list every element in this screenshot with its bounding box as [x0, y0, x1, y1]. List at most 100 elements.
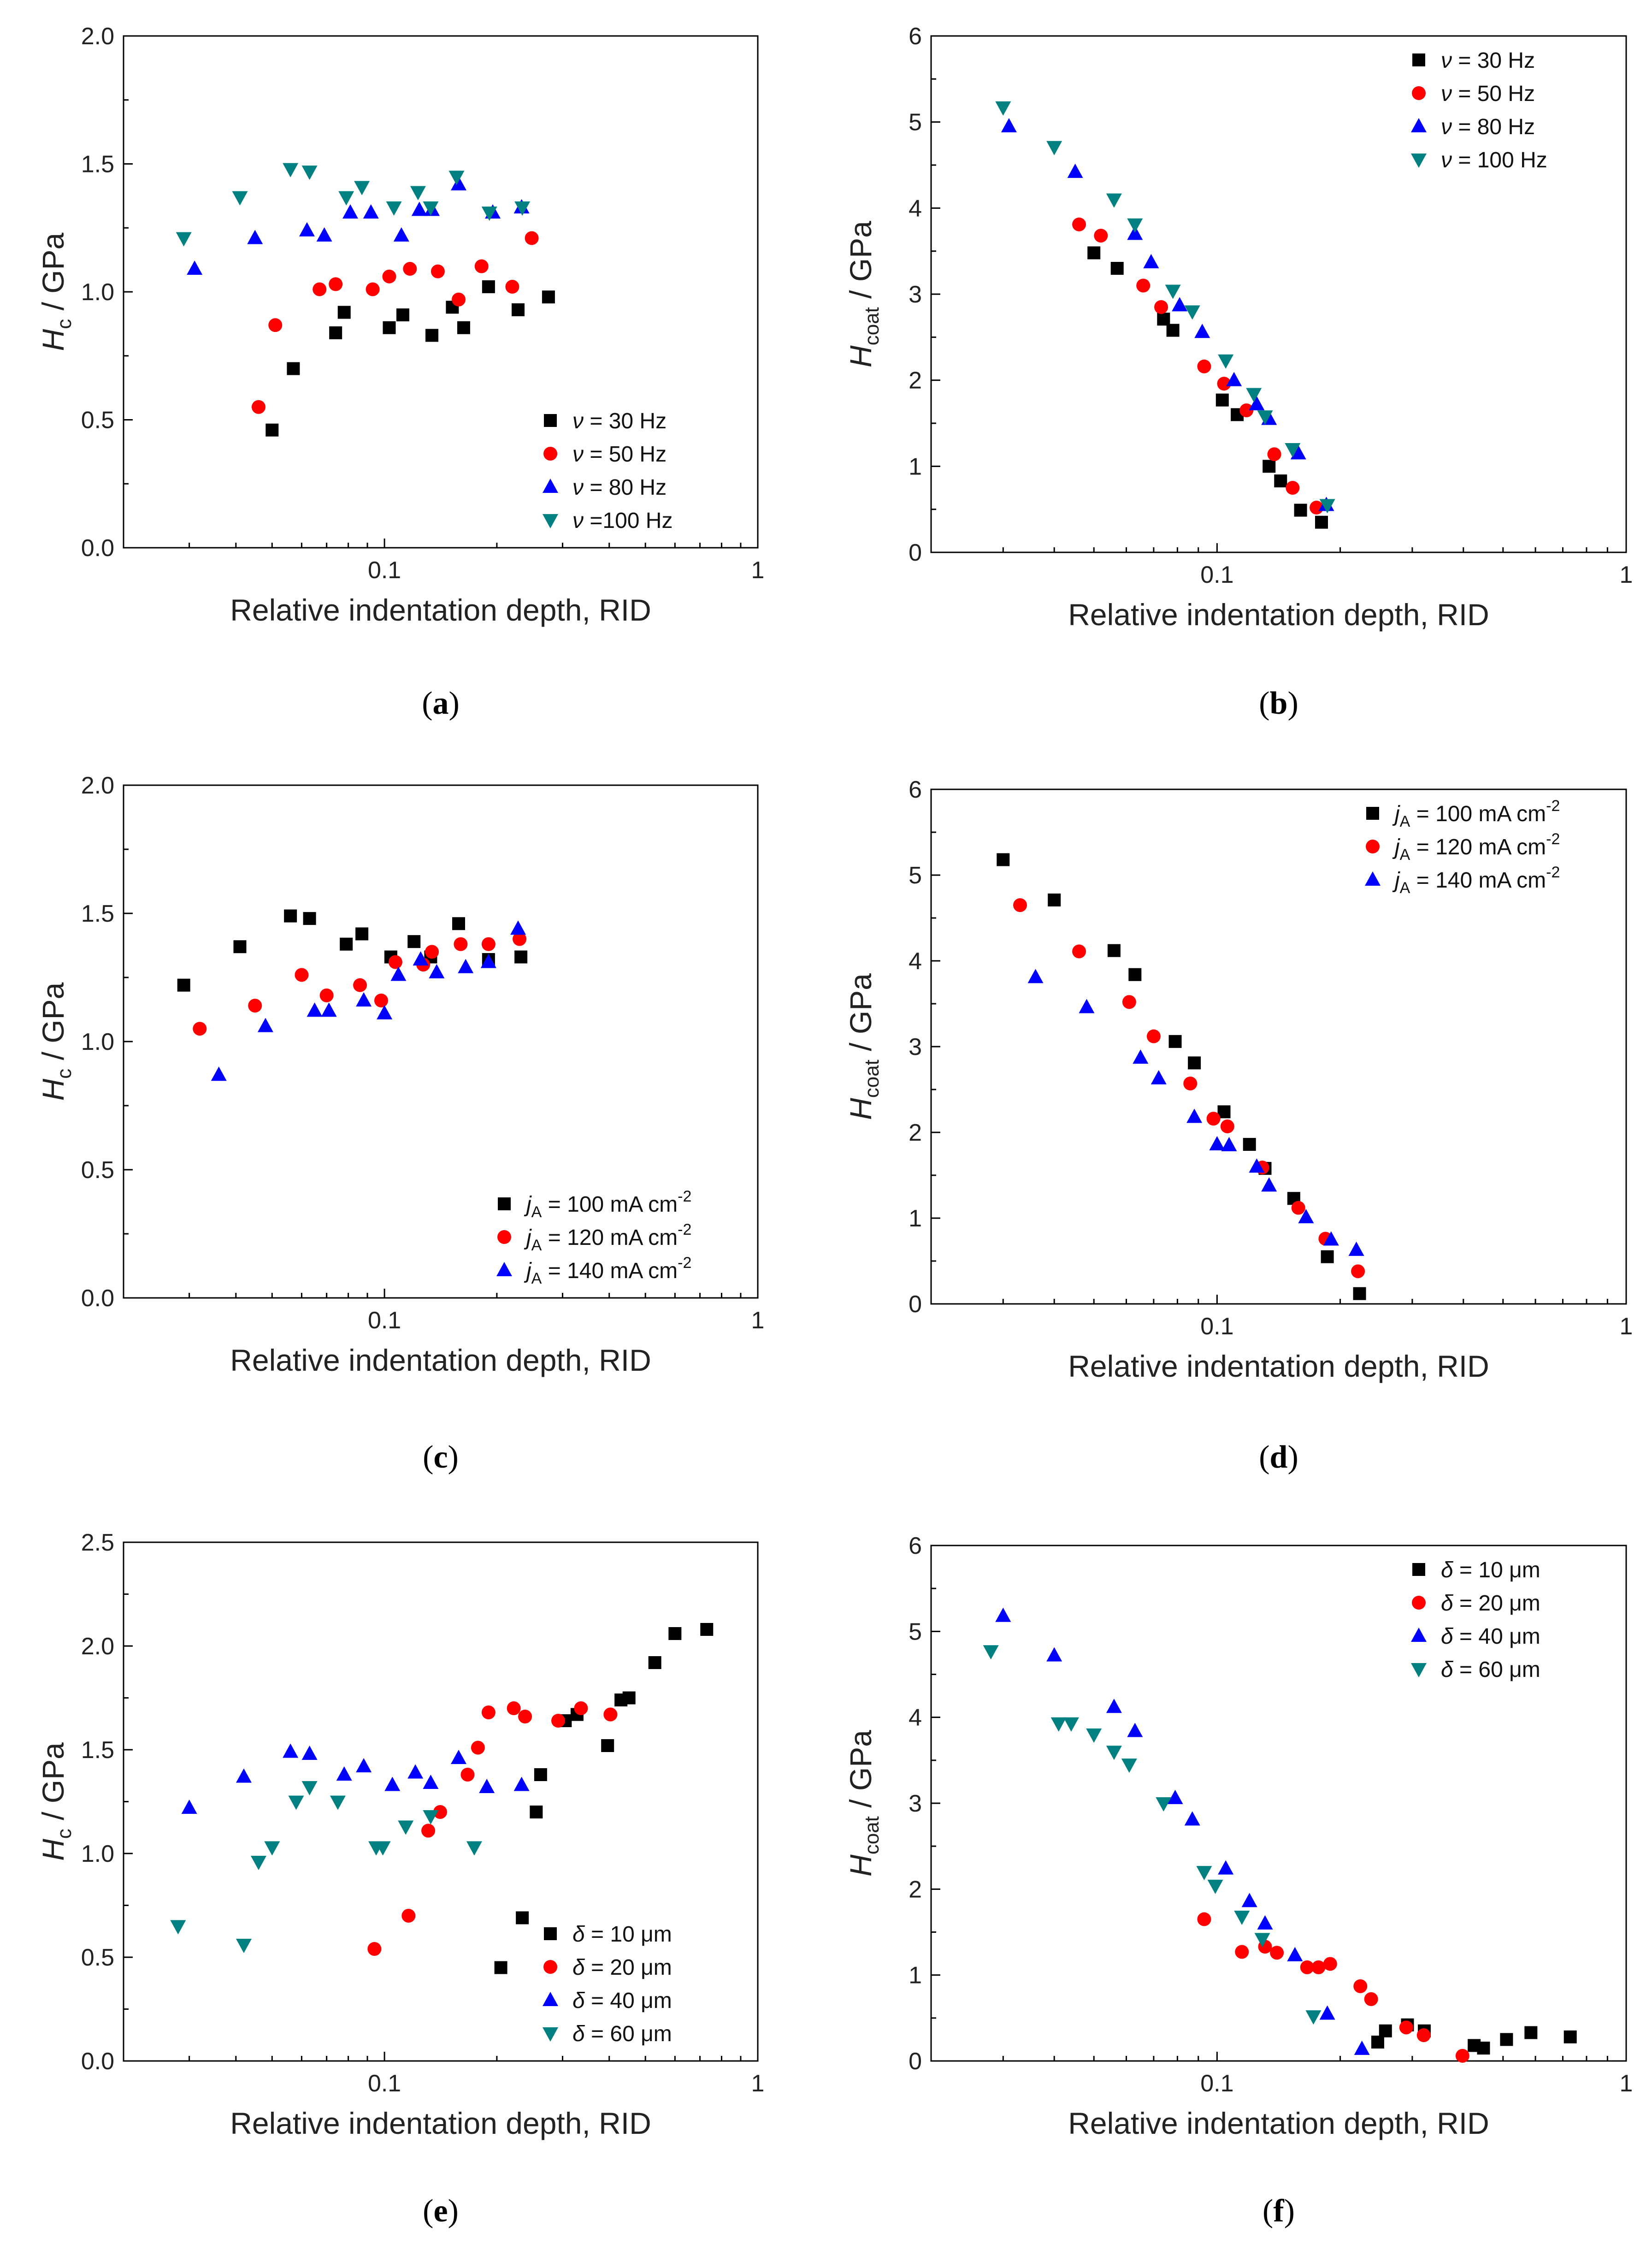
- y-tick-label: 4: [909, 1705, 922, 1731]
- data-point: [342, 204, 358, 219]
- data-point: [181, 1800, 197, 1814]
- data-point: [1455, 2049, 1469, 2063]
- data-point: [431, 264, 445, 278]
- data-point: [1319, 499, 1335, 514]
- legend-marker: [496, 1262, 512, 1276]
- data-point: [257, 1018, 273, 1032]
- data-point: [1167, 1789, 1183, 1804]
- y-tick-label: 5: [909, 862, 922, 889]
- data-point: [516, 1911, 529, 1924]
- data-point: [1294, 503, 1307, 517]
- data-point: [303, 912, 316, 925]
- y-tick-label: 0.5: [81, 1157, 114, 1184]
- legend-marker: [1411, 154, 1427, 168]
- data-point: [337, 306, 351, 319]
- data-point: [471, 1741, 485, 1755]
- data-point: [321, 1002, 337, 1017]
- data-point: [301, 1781, 318, 1795]
- data-point: [383, 321, 396, 334]
- series-square: [494, 1623, 714, 1974]
- data-point: [1249, 1158, 1265, 1173]
- data-point: [668, 1627, 682, 1640]
- plot-frame: [123, 35, 759, 549]
- series-triangle-up: [1027, 969, 1364, 1256]
- data-point: [211, 1066, 227, 1081]
- data-point: [1290, 445, 1306, 460]
- data-point: [307, 1002, 323, 1017]
- data-point: [1072, 217, 1086, 231]
- y-tick-label: 3: [909, 1790, 922, 1817]
- data-point: [423, 1810, 439, 1824]
- data-point: [1183, 1076, 1198, 1090]
- y-tick-label: 5: [909, 1618, 922, 1645]
- data-point: [1500, 2033, 1513, 2046]
- data-point: [423, 1775, 439, 1789]
- data-point: [474, 259, 489, 273]
- data-point: [1319, 2005, 1335, 2020]
- data-point: [284, 909, 297, 923]
- legend-marker: [1366, 807, 1379, 820]
- panel-caption: (a): [422, 686, 460, 721]
- y-tick-label: 2: [909, 1876, 922, 1903]
- data-point: [1220, 1119, 1234, 1133]
- data-point: [494, 1961, 507, 1974]
- data-point: [1143, 254, 1159, 268]
- y-tick-label: 0: [909, 1291, 922, 1318]
- data-point: [1133, 1049, 1149, 1064]
- data-point: [1001, 118, 1017, 132]
- legend-label: δ = 10 μm: [572, 1922, 672, 1947]
- data-point: [1257, 410, 1273, 425]
- data-point: [329, 326, 342, 339]
- data-point: [176, 232, 192, 247]
- data-point: [1146, 1029, 1161, 1043]
- data-point: [354, 181, 370, 195]
- data-point: [1215, 393, 1229, 407]
- legend-label: ν = 80 Hz: [1441, 115, 1535, 139]
- data-point: [1072, 944, 1086, 959]
- data-point: [480, 953, 496, 968]
- legend-marker: [1366, 840, 1380, 853]
- data-point: [1168, 1035, 1182, 1048]
- data-point: [398, 1820, 414, 1835]
- legend-marker: [543, 447, 557, 461]
- y-axis-title: Hc / GPa: [36, 982, 76, 1101]
- legend-label: jA = 140 mA cm-2: [524, 1254, 691, 1287]
- x-tick-label: 0.1: [368, 557, 401, 584]
- legend-marker: [1411, 118, 1427, 132]
- data-point: [1067, 163, 1083, 178]
- data-point: [366, 282, 380, 296]
- data-point: [518, 1710, 532, 1723]
- data-point: [425, 329, 439, 342]
- data-point: [1399, 2020, 1413, 2035]
- data-point: [264, 1841, 280, 1856]
- data-point: [1239, 403, 1254, 417]
- data-point: [603, 1707, 618, 1722]
- data-point: [1321, 1250, 1334, 1263]
- data-point: [525, 231, 539, 245]
- data-point: [299, 222, 315, 237]
- legend-label: ν = 100 Hz: [1441, 148, 1547, 172]
- x-tick-label: 1: [751, 2070, 765, 2097]
- y-tick-label: 3: [909, 1034, 922, 1060]
- x-tick-label: 1: [1620, 562, 1633, 588]
- x-axis-title: Relative indentation depth, RID: [1068, 1349, 1489, 1383]
- y-tick-label: 0.5: [81, 407, 114, 434]
- data-point: [482, 280, 495, 293]
- y-tick-label: 0.0: [81, 2048, 114, 2075]
- data-point: [1217, 377, 1231, 391]
- data-point: [1241, 1893, 1257, 1907]
- data-point: [1351, 1264, 1365, 1279]
- data-point: [1249, 396, 1265, 410]
- data-point: [232, 191, 248, 206]
- data-point: [1122, 995, 1136, 1009]
- data-point: [1218, 354, 1234, 369]
- y-tick-label: 2: [909, 1119, 922, 1146]
- data-point: [386, 201, 402, 216]
- legend: δ = 10 μm δ = 20 μm δ = 40 μm δ = 60 μm: [543, 1922, 672, 2046]
- series-circle: [1072, 217, 1324, 515]
- legend-label: δ = 10 μm: [1441, 1558, 1540, 1582]
- data-point: [1234, 1910, 1250, 1925]
- data-point: [1305, 2010, 1322, 2025]
- data-point: [250, 1856, 266, 1870]
- data-point: [170, 1920, 186, 1935]
